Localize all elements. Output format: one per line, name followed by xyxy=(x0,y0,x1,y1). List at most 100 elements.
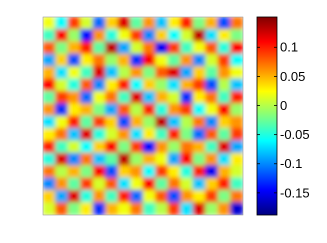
heatmap-cell xyxy=(180,177,194,191)
heatmap-cell xyxy=(105,189,119,203)
heatmap-cell xyxy=(180,17,194,30)
heatmap-cell xyxy=(130,189,144,203)
heatmap-cell xyxy=(192,189,206,203)
heatmap-cell xyxy=(43,165,56,179)
heatmap-cell xyxy=(55,140,69,154)
heatmap-cell xyxy=(217,115,231,129)
heatmap-cell xyxy=(105,29,119,43)
heatmap-cell xyxy=(92,140,106,154)
heatmap-cell xyxy=(105,53,119,67)
heatmap-cell xyxy=(130,202,144,215)
heatmap-cell xyxy=(192,165,206,179)
heatmap-cell xyxy=(55,53,69,67)
heatmap-cell xyxy=(205,78,219,92)
heatmap-cell xyxy=(43,90,56,104)
heatmap-cell xyxy=(142,53,156,67)
heatmap-cell xyxy=(217,152,231,166)
heatmap-cell xyxy=(130,103,144,117)
heatmap-cell xyxy=(92,128,106,142)
heatmap-cell xyxy=(130,165,144,179)
heatmap-cell xyxy=(180,152,194,166)
heatmap-cell xyxy=(217,66,231,80)
heatmap-cell xyxy=(217,189,231,203)
heatmap-cell xyxy=(230,128,243,142)
heatmap-cell xyxy=(167,29,181,43)
heatmap-cell xyxy=(43,140,56,154)
heatmap-cell xyxy=(55,17,69,30)
heatmap-cell xyxy=(142,189,156,203)
heatmap-cell xyxy=(192,152,206,166)
heatmap-cell xyxy=(80,189,94,203)
heatmap-cell xyxy=(80,78,94,92)
heatmap-cell xyxy=(205,17,219,30)
heatmap-frame xyxy=(42,16,244,216)
heatmap-cell xyxy=(92,115,106,129)
heatmap-cell xyxy=(80,17,94,30)
heatmap-cell xyxy=(117,202,131,215)
heatmap-cell xyxy=(217,103,231,117)
heatmap-cell xyxy=(92,165,106,179)
heatmap-cell xyxy=(105,115,119,129)
heatmap-cell xyxy=(230,202,243,215)
heatmap-cell xyxy=(43,103,56,117)
heatmap-cell xyxy=(142,202,156,215)
heatmap-cell xyxy=(167,17,181,30)
heatmap-cell xyxy=(167,115,181,129)
heatmap-cell xyxy=(80,152,94,166)
heatmap-cell xyxy=(142,140,156,154)
heatmap-cell xyxy=(43,29,56,43)
heatmap-cell xyxy=(80,177,94,191)
heatmap-cell xyxy=(167,78,181,92)
heatmap-cell xyxy=(117,90,131,104)
heatmap-cell xyxy=(155,103,169,117)
heatmap-cell xyxy=(117,165,131,179)
heatmap-cell xyxy=(117,103,131,117)
heatmap-cell xyxy=(180,53,194,67)
heatmap-cell xyxy=(55,90,69,104)
heatmap-cell xyxy=(192,103,206,117)
heatmap-cell xyxy=(117,152,131,166)
heatmap-cell xyxy=(230,90,243,104)
heatmap-cell xyxy=(155,202,169,215)
heatmap-cell xyxy=(105,202,119,215)
heatmap-cell xyxy=(105,90,119,104)
heatmap-cell xyxy=(217,17,231,30)
heatmap-cell xyxy=(55,103,69,117)
colorbar-tick-label: -0.05 xyxy=(280,127,310,142)
heatmap-cell xyxy=(205,140,219,154)
heatmap-cell xyxy=(192,66,206,80)
heatmap-cell xyxy=(130,78,144,92)
heatmap-cell xyxy=(155,115,169,129)
heatmap-cell xyxy=(117,140,131,154)
heatmap-cell xyxy=(80,90,94,104)
heatmap-cell xyxy=(155,128,169,142)
heatmap-cell xyxy=(192,90,206,104)
heatmap-cell xyxy=(205,103,219,117)
heatmap-cell xyxy=(92,152,106,166)
heatmap-cell xyxy=(180,66,194,80)
heatmap-cell xyxy=(180,128,194,142)
heatmap-cell xyxy=(67,41,81,55)
heatmap-cell xyxy=(92,78,106,92)
heatmap-cell xyxy=(180,90,194,104)
heatmap-cell xyxy=(92,29,106,43)
heatmap-cell xyxy=(67,177,81,191)
heatmap-cell xyxy=(192,53,206,67)
heatmap-cell xyxy=(80,53,94,67)
heatmap-cell xyxy=(80,29,94,43)
colorbar-tick-label: 0.05 xyxy=(280,69,305,84)
heatmap-cell xyxy=(192,202,206,215)
heatmap-cell xyxy=(67,165,81,179)
heatmap-cell xyxy=(80,115,94,129)
heatmap-clip xyxy=(43,17,243,215)
heatmap-cell xyxy=(155,41,169,55)
heatmap-cell xyxy=(80,140,94,154)
heatmap-cell xyxy=(43,66,56,80)
heatmap-cell xyxy=(92,17,106,30)
heatmap-cell xyxy=(105,140,119,154)
heatmap-cell xyxy=(180,29,194,43)
heatmap-cell xyxy=(192,29,206,43)
heatmap-cell xyxy=(205,90,219,104)
heatmap-cell xyxy=(130,90,144,104)
